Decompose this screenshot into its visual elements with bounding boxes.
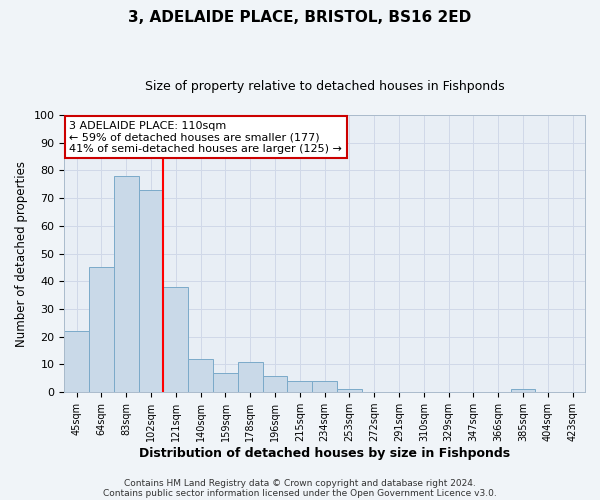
Bar xyxy=(188,359,213,392)
Bar xyxy=(312,381,337,392)
Bar xyxy=(287,381,312,392)
Title: Size of property relative to detached houses in Fishponds: Size of property relative to detached ho… xyxy=(145,80,505,93)
Bar xyxy=(213,373,238,392)
X-axis label: Distribution of detached houses by size in Fishponds: Distribution of detached houses by size … xyxy=(139,447,510,460)
Bar xyxy=(114,176,139,392)
Bar xyxy=(64,331,89,392)
Text: Contains public sector information licensed under the Open Government Licence v3: Contains public sector information licen… xyxy=(103,488,497,498)
Text: 3, ADELAIDE PLACE, BRISTOL, BS16 2ED: 3, ADELAIDE PLACE, BRISTOL, BS16 2ED xyxy=(128,10,472,25)
Bar xyxy=(337,390,362,392)
Bar xyxy=(511,390,535,392)
Text: 3 ADELAIDE PLACE: 110sqm
← 59% of detached houses are smaller (177)
41% of semi-: 3 ADELAIDE PLACE: 110sqm ← 59% of detach… xyxy=(70,120,343,154)
Bar xyxy=(163,287,188,392)
Bar xyxy=(263,376,287,392)
Bar xyxy=(139,190,163,392)
Bar xyxy=(238,362,263,392)
Text: Contains HM Land Registry data © Crown copyright and database right 2024.: Contains HM Land Registry data © Crown c… xyxy=(124,478,476,488)
Bar xyxy=(89,268,114,392)
Y-axis label: Number of detached properties: Number of detached properties xyxy=(15,160,28,346)
